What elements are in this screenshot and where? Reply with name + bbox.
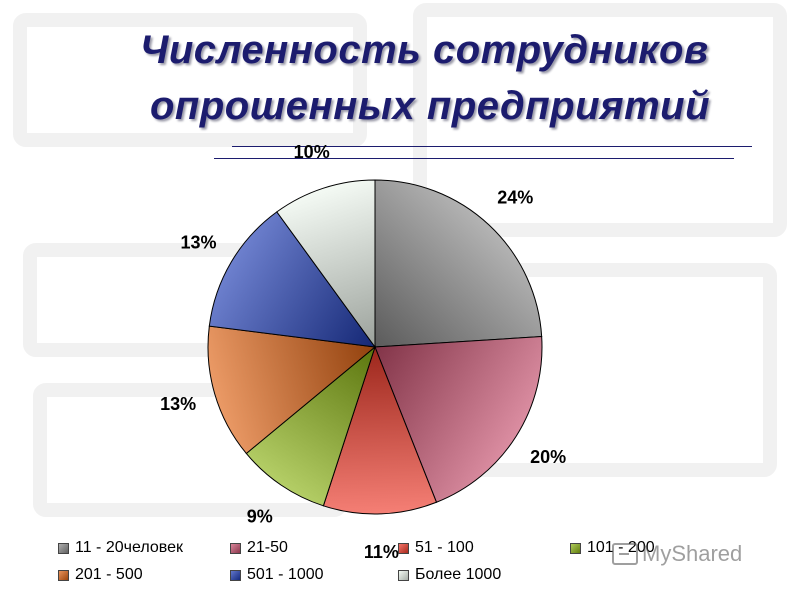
legend-label: 11 - 20человек: [75, 539, 183, 556]
watermark: MyShared: [612, 541, 742, 567]
slice-data-label: 9%: [247, 507, 273, 527]
slice-data-label: 11%: [364, 542, 399, 562]
page-title: Численность сотрудников опрошенных предп…: [140, 22, 780, 134]
title-rule-bottom: [214, 158, 734, 159]
slice-data-label: 20%: [530, 447, 566, 467]
slice-data-label: 13%: [160, 394, 196, 414]
title-rule-top: [232, 146, 752, 147]
legend-label: 51 - 100: [415, 539, 474, 556]
legend-item: 21-50: [230, 539, 288, 557]
legend-item: 501 - 1000: [230, 566, 324, 584]
legend-swatch: [58, 542, 69, 554]
title-line-1: Численность сотрудников: [140, 28, 709, 72]
legend-label: 501 - 1000: [247, 566, 324, 583]
legend-item: Более 1000: [398, 566, 501, 584]
legend-swatch: [398, 569, 409, 581]
pie-slice: [207, 325, 377, 455]
slice-data-label: 13%: [180, 233, 216, 253]
legend-label: 21-50: [247, 539, 288, 556]
legend-swatch: [230, 569, 241, 581]
pie-slice: [322, 345, 438, 515]
legend-swatch: [230, 542, 241, 554]
pie-slice: [208, 211, 377, 348]
legend-label: 201 - 500: [75, 566, 143, 583]
slice-data-label: 24%: [497, 188, 533, 208]
pie-slice: [374, 335, 543, 503]
legend-label: Более 1000: [415, 566, 502, 583]
legend-item: 51 - 100: [398, 539, 474, 557]
pie-slice: [276, 179, 376, 349]
title-line-2: опрошенных предприятий: [150, 84, 711, 128]
legend-item: 201 - 500: [58, 566, 143, 584]
slice-data-label: 10%: [294, 142, 330, 162]
pie-slice: [245, 345, 377, 507]
legend-swatch: [570, 542, 581, 554]
presentation-icon: [612, 543, 638, 565]
legend-swatch: [58, 569, 69, 581]
watermark-text: MyShared: [642, 541, 743, 566]
pie-slice: [374, 179, 543, 348]
legend-item: 11 - 20человек: [58, 539, 183, 557]
legend-swatch: [398, 542, 409, 554]
